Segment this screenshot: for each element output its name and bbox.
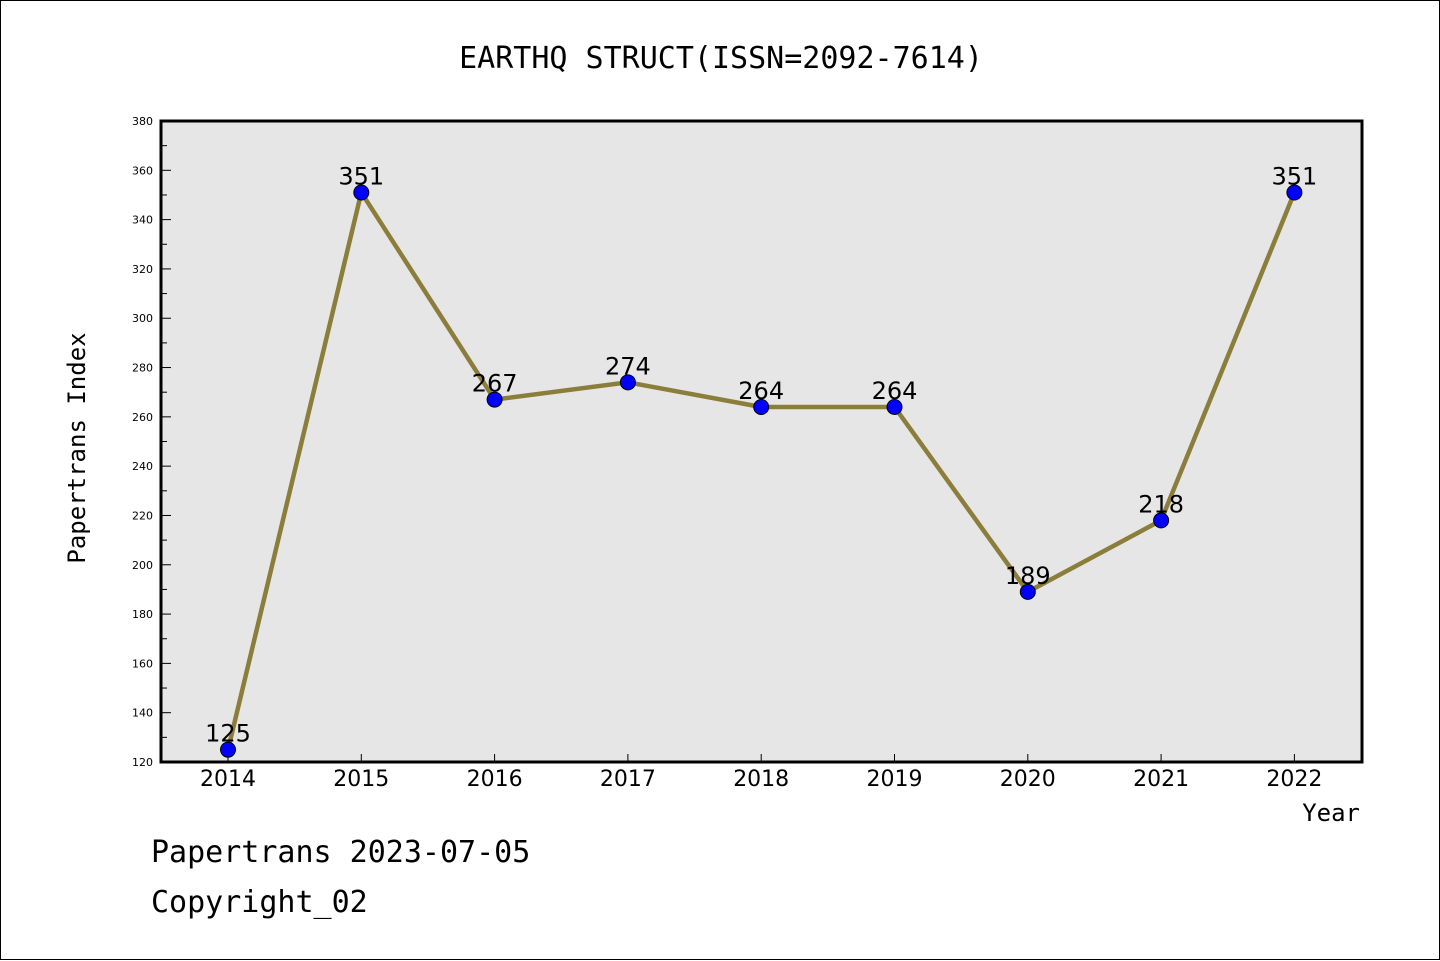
y-axis-ticks: 120 140 160 180 200 220 240 260 280 300 320 340 360 3…	[132, 115, 171, 769]
data-label: 264	[872, 377, 918, 405]
data-label: 218	[1138, 490, 1184, 518]
data-point	[220, 741, 236, 758]
y-tick-label: 240	[132, 460, 153, 473]
y-tick-label: 260	[132, 411, 153, 424]
data-point	[1153, 512, 1170, 529]
data-label: 274	[605, 352, 651, 380]
data-point	[1286, 184, 1303, 201]
x-tick-label: 2017	[600, 767, 656, 792]
data-label: 125	[205, 720, 251, 748]
data-label: 264	[738, 377, 784, 405]
y-tick-label: 320	[132, 263, 153, 276]
y-tick-label: 220	[132, 509, 153, 522]
x-tick-label: 2015	[333, 767, 389, 792]
data-points	[220, 184, 1303, 758]
x-tick-label: 2022	[1266, 767, 1322, 792]
y-tick-label: 120	[132, 756, 153, 769]
y-tick-label: 360	[132, 164, 153, 177]
data-point	[486, 391, 503, 408]
data-labels: 125 351 267 274 264 264 189 218 351	[205, 162, 1317, 747]
footer-copyright: Copyright_02	[151, 885, 368, 920]
footer-date: Papertrans 2023-07-05	[151, 835, 531, 870]
x-axis-title: Year	[1302, 799, 1360, 827]
x-axis-ticks: 2014 2015 2016 2017 2018 2019 2020 2021 2022	[200, 754, 1322, 792]
x-tick-label: 2014	[200, 767, 256, 792]
y-axis-title: Papertrans Index	[63, 332, 91, 563]
data-point	[353, 184, 370, 201]
data-point	[886, 398, 903, 415]
x-tick-label: 2020	[1000, 767, 1056, 792]
data-label: 351	[1271, 162, 1317, 190]
plot-border	[159, 119, 1364, 764]
y-tick-label: 340	[132, 214, 153, 227]
x-tick-label: 2016	[467, 767, 523, 792]
y-tick-label: 180	[132, 608, 153, 621]
data-label: 351	[338, 162, 384, 190]
x-tick-label: 2021	[1133, 767, 1189, 792]
x-tick-label: 2018	[733, 767, 789, 792]
data-label: 267	[472, 370, 518, 398]
data-point	[753, 398, 770, 415]
data-point	[1019, 583, 1036, 600]
y-tick-label: 300	[132, 312, 153, 325]
x-tick-label: 2019	[867, 767, 923, 792]
data-point	[619, 374, 636, 391]
y-tick-label: 140	[132, 707, 153, 720]
y-tick-label: 200	[132, 559, 153, 572]
plot-area	[161, 121, 1362, 762]
data-label: 189	[1005, 562, 1051, 590]
chart-title: EARTHQ STRUCT(ISSN=2092-7614)	[459, 41, 983, 76]
y-tick-label: 280	[132, 362, 153, 375]
y-tick-label: 380	[132, 115, 153, 128]
y-tick-label: 160	[132, 657, 153, 670]
